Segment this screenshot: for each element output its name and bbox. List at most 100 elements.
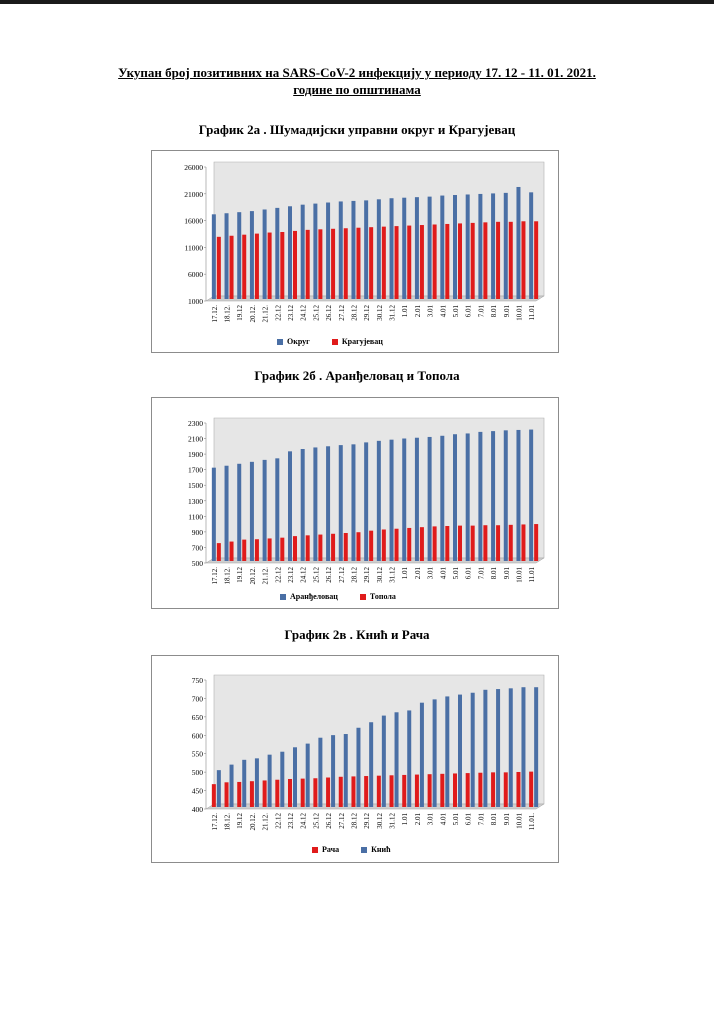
x-tick-label: 20.12. [249,567,257,585]
x-tick-label: 10.01 [515,813,523,829]
x-tick-label: 30.12 [376,567,384,583]
x-tick-label: 27.12 [338,567,346,583]
x-tick-label: 18.12. [224,567,232,585]
bar-red [440,773,445,807]
bar-blue [224,213,229,299]
window-top-bar [0,0,714,4]
bar-red [491,772,496,807]
x-tick-label: 2.01 [414,305,422,318]
bar-blue [343,734,348,807]
x-tick-label: 25.12 [312,305,320,321]
bar-red [458,223,462,299]
x-tick-label: 21.12. [262,813,270,831]
bar-red [229,235,234,299]
chart-b-svg: 2300 2100 1900 1700 1500 1300 1100 900 700 500 17.… [188,417,545,585]
x-tick-label: 17.12. [211,567,219,585]
bar-red [242,539,247,561]
bar-blue [453,434,457,561]
bar-red [402,774,407,807]
bar-red [453,773,457,807]
bar-red [381,529,386,561]
x-tick-label: 31.12 [389,305,397,321]
legend-label: Топола [369,592,396,601]
bar-blue [293,747,297,807]
x-tick-label: 1.01 [401,567,409,580]
x-tick-label: 22.12 [274,567,282,583]
bar-red [496,221,501,299]
bar-red [313,778,318,807]
y-tick-label: 1700 [188,466,203,475]
bar-red [300,778,305,807]
x-tick-label: 10.01 [515,567,523,583]
bar-blue [516,186,521,299]
x-tick-label: 6.01 [465,567,473,580]
bar-blue [440,195,445,299]
x-tick-label: 29.12 [363,813,371,829]
bar-red [470,525,475,561]
x-tick-label: 4.01 [439,813,447,826]
x-tick-label: 24.12 [300,305,308,321]
legend-swatch-blue [277,338,283,345]
bar-blue [491,431,496,561]
x-tick-label: 22.12 [274,813,282,829]
bar-blue [237,463,242,561]
chart-a-svg: 26000 21000 16000 11000 6000 1000 17.12. 18.12.… [184,161,545,323]
bar-red [407,527,412,561]
legend-swatch-red [312,846,318,853]
chart-a: 26000 21000 16000 11000 6000 1000 17.12. 18.12.… [151,150,559,353]
bar-blue [254,758,259,807]
y-tick-label: 650 [192,713,204,722]
bar-blue [288,451,292,561]
x-tick-label: 8.01 [490,567,498,580]
bar-blue [313,203,318,299]
x-tick-label: 11.01 [528,567,536,583]
bar-blue [211,214,216,299]
bar-red [288,778,292,807]
x-tick-label: 31.12 [389,813,397,829]
x-tick-label: 17.12. [211,813,219,831]
x-tick-label: 20.12. [249,813,257,831]
x-tick-label: 3.01 [427,567,435,580]
bar-red [369,530,374,561]
legend-label: Кнић [371,845,391,854]
bar-red [343,228,348,299]
y-tick-label: 450 [192,787,204,796]
bar-red [262,780,267,807]
bar-red [293,230,297,299]
legend-label: Крагујевац [341,337,383,346]
x-tick-label: 28.12 [350,567,358,583]
bar-blue [414,437,419,561]
chart-c-title: График 2в . Кнић и Рача [284,627,430,642]
y-tick-label: 1300 [188,497,203,506]
x-tick-label: 6.01 [465,305,473,318]
bar-blue [351,200,356,299]
x-tick-label: 21.12. [262,305,270,323]
chart-c: 750 700 650 600 550 500 450 400 17.12. 18.12. 19.1… [151,655,559,863]
bar-red [496,525,501,561]
bar-red [414,774,419,807]
bar-blue [458,694,462,807]
bar-red [394,226,399,299]
bar-red [508,221,513,299]
bar-red [356,532,361,561]
x-tick-label: 9.01 [503,813,511,826]
bar-red [249,781,254,807]
legend-label: Рача [322,845,340,854]
bar-red [432,224,437,299]
legend-swatch-blue [280,593,286,600]
x-tick-label: 8.01 [490,305,498,318]
bar-blue [338,201,343,299]
bar-red [503,772,508,807]
bar-red [407,225,412,299]
bar-red [445,526,450,561]
y-tick-label: 900 [192,528,204,537]
bar-blue [280,751,285,807]
page-title: Укупан број позитивних на SARS-CoV-2 инф… [60,64,654,98]
bar-blue [262,209,267,299]
x-tick-label: 7.01 [477,567,485,580]
bar-red [216,543,221,561]
bar-blue [521,687,526,807]
bar-blue [288,206,292,299]
x-tick-label: 11.01. [528,813,536,830]
x-tick-label: 28.12 [350,305,358,321]
